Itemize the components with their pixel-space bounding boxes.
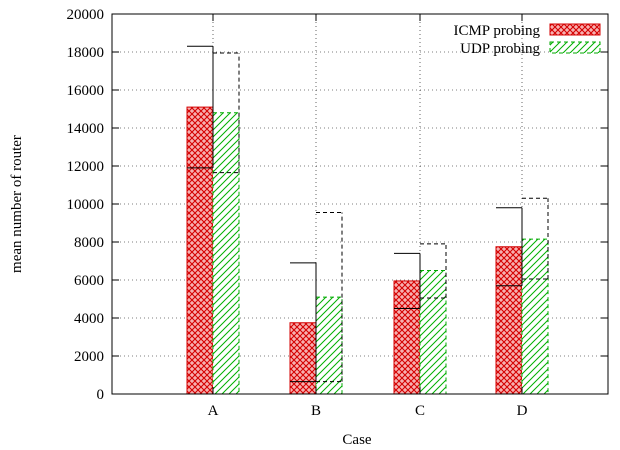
y-tick-label: 6000 (74, 273, 104, 289)
x-axis-title: Case (342, 432, 372, 448)
y-tick-label: 8000 (74, 235, 104, 251)
legend-label-udp: UDP probing (460, 41, 540, 57)
tick-labels: 0 2000 4000 6000 8000 10000 12000 14000 16000 180… (67, 7, 528, 419)
bar-udp (212, 112, 240, 395)
bar-icmp (393, 280, 421, 395)
y-tick-label: 4000 (74, 311, 104, 327)
bar-udp (419, 270, 447, 395)
bar-icmp (289, 322, 317, 395)
y-tick-label: 14000 (67, 121, 105, 137)
bars (186, 106, 549, 395)
legend-label-icmp: ICMP probing (453, 23, 540, 39)
x-tick-label: C (415, 403, 425, 419)
legend-swatch-icmp (549, 23, 601, 36)
bar-icmp (186, 106, 214, 395)
y-tick-label: 0 (97, 387, 105, 403)
legend: ICMP probing UDP probing (453, 23, 601, 57)
y-tick-label: 20000 (67, 7, 105, 23)
bar-udp (315, 296, 343, 395)
x-tick-label: A (208, 403, 219, 419)
axis-ticks (112, 13, 608, 395)
y-tick-label: 16000 (67, 83, 105, 99)
y-tick-label: 10000 (67, 197, 105, 213)
bar-udp (521, 238, 549, 395)
legend-swatch-udp (549, 41, 601, 54)
x-tick-label: B (311, 403, 321, 419)
y-tick-label: 12000 (67, 159, 105, 175)
bar-icmp (495, 246, 523, 395)
x-tick-label: D (517, 403, 528, 419)
error-bars (187, 45, 549, 383)
y-tick-label: 18000 (67, 45, 105, 61)
y-axis-title: mean number of router (9, 135, 25, 273)
y-tick-label: 2000 (74, 349, 104, 365)
